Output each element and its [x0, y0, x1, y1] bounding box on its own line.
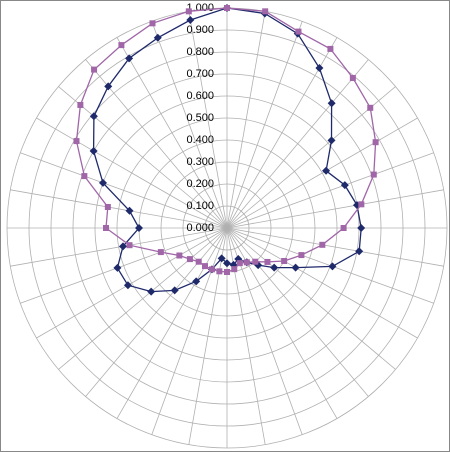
marker-square — [103, 225, 109, 231]
marker-diamond — [315, 63, 324, 72]
marker-diamond — [135, 224, 143, 232]
r-tick-label: 0.600 — [186, 90, 214, 102]
marker-square — [202, 263, 208, 270]
grid-ring — [72, 73, 382, 383]
marker-square — [149, 20, 156, 27]
r-tick-label: 0.000 — [186, 222, 214, 234]
marker-square — [295, 28, 302, 35]
marker-square — [77, 101, 84, 108]
marker-square — [231, 266, 238, 273]
marker-square — [327, 45, 334, 52]
r-tick-label: 0.800 — [186, 46, 214, 58]
marker-square — [186, 256, 193, 263]
marker-square — [370, 171, 377, 178]
marker-square — [252, 258, 259, 265]
grid-ring — [50, 51, 404, 405]
marker-square — [349, 75, 356, 82]
marker-diamond — [104, 82, 113, 91]
r-tick-label: 0.200 — [186, 178, 214, 190]
marker-square — [157, 249, 164, 256]
marker-diamond — [98, 178, 107, 187]
marker-square — [372, 139, 379, 146]
marker-square — [358, 201, 365, 208]
marker-square — [73, 138, 80, 145]
marker-diamond — [322, 166, 331, 175]
marker-square — [298, 252, 305, 259]
marker-square — [216, 268, 223, 275]
marker-square — [236, 260, 243, 267]
marker-diamond — [147, 287, 156, 296]
marker-diamond — [355, 247, 364, 256]
marker-square — [243, 259, 250, 266]
marker-square — [118, 42, 125, 49]
marker-diamond — [327, 136, 336, 145]
marker-square — [264, 258, 271, 265]
marker-diamond — [125, 206, 134, 215]
marker-diamond — [217, 254, 226, 263]
grid-ring — [28, 29, 426, 427]
marker-square — [208, 266, 215, 273]
marker-square — [195, 258, 202, 265]
r-tick-label: 0.400 — [186, 134, 214, 146]
marker-square — [104, 203, 111, 210]
marker-diamond — [340, 181, 349, 190]
marker-square — [91, 66, 98, 73]
marker-square — [367, 104, 374, 111]
marker-diamond — [270, 263, 279, 272]
marker-square — [281, 258, 288, 264]
marker-diamond — [291, 263, 300, 272]
grid-ring — [204, 205, 250, 251]
marker-diamond — [153, 33, 162, 42]
marker-diamond — [89, 112, 98, 121]
marker-square — [340, 225, 347, 231]
marker-square — [224, 5, 230, 11]
marker-square — [224, 269, 230, 275]
r-tick-label: 0.100 — [186, 200, 214, 212]
r-tick-label: 0.300 — [186, 156, 214, 168]
marker-diamond — [89, 147, 98, 155]
marker-square — [81, 173, 88, 180]
marker-diamond — [113, 263, 122, 272]
marker-diamond — [186, 16, 195, 25]
grid-ring — [116, 117, 338, 339]
marker-diamond — [223, 259, 231, 268]
marker-diamond — [123, 281, 132, 290]
marker-square — [185, 8, 192, 15]
marker-diamond — [125, 54, 134, 63]
marker-square — [176, 252, 183, 259]
marker-square — [126, 242, 133, 249]
marker-diamond — [328, 262, 337, 271]
marker-diamond — [327, 99, 336, 108]
marker-diamond — [119, 242, 128, 251]
r-tick-label: 0.700 — [186, 68, 214, 80]
r-tick-label: 0.500 — [186, 112, 214, 124]
marker-square — [262, 8, 269, 15]
r-tick-label: 0.900 — [186, 24, 214, 36]
marker-square — [319, 241, 326, 248]
marker-diamond — [192, 277, 201, 286]
marker-diamond — [357, 224, 366, 232]
grid-ring — [160, 161, 294, 295]
marker-diamond — [170, 286, 179, 295]
